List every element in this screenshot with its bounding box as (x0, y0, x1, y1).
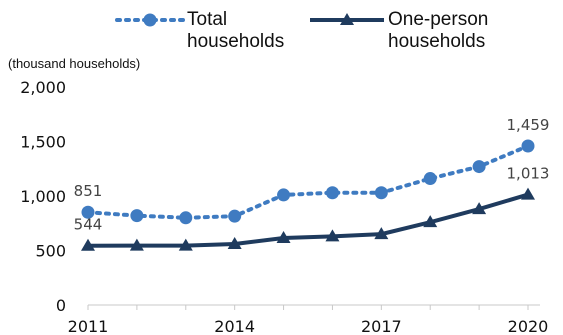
data-label-layer: 851 1,459 544 1,013 (74, 116, 550, 234)
data-point-total-households (277, 188, 291, 202)
y-tick-label: 1,500 (20, 133, 66, 152)
legend-one-person-label-line2: households (388, 31, 485, 52)
x-tick-label: 2020 (508, 317, 549, 335)
x-axis-tick-labels: 2011 2014 2017 2020 (68, 317, 549, 335)
data-point-one-person-households (374, 227, 389, 240)
data-point-total-households (81, 205, 95, 219)
x-tick-label: 2011 (68, 317, 109, 335)
data-point-one-person-households (325, 229, 340, 242)
legend-total-households: Total households (115, 9, 284, 52)
data-point-total-households (130, 209, 144, 223)
legend-one-person-swatch-marker (340, 13, 354, 25)
y-axis-unit-label: (thousand households) (8, 56, 140, 71)
data-point-one-person-households (472, 202, 487, 215)
y-tick-label: 500 (35, 242, 66, 261)
data-label-one-person-households: 544 (74, 216, 103, 234)
y-tick-label: 1,000 (20, 187, 66, 206)
data-point-one-person-households (178, 238, 193, 251)
data-point-total-households (179, 211, 193, 225)
series-layer (81, 139, 535, 251)
series-line-total-households (86, 143, 530, 220)
legend-total-label-line1: Total (187, 9, 227, 30)
data-label-one-person-households: 1,013 (507, 165, 550, 183)
data-point-one-person-households (521, 187, 535, 200)
legend-total-label-line2: households (187, 31, 284, 52)
y-tick-label: 2,000 (20, 78, 66, 97)
data-point-total-households (521, 139, 535, 153)
x-axis-ticks (87, 305, 529, 310)
legend-total-swatch-marker (143, 13, 157, 27)
x-tick-label: 2014 (214, 317, 255, 335)
data-point-one-person-households (276, 230, 291, 243)
data-point-total-households (325, 186, 339, 200)
y-axis-tick-labels: 0 500 1,000 1,500 2,000 (20, 78, 66, 315)
x-tick-label: 2017 (361, 317, 402, 335)
series-line-one-person-households (87, 192, 529, 248)
data-label-total-households: 1,459 (507, 116, 550, 134)
data-point-one-person-households (129, 238, 144, 251)
data-point-one-person-households (81, 238, 95, 251)
data-point-total-households (374, 186, 388, 200)
data-point-one-person-households (227, 236, 242, 249)
y-tick-label: 0 (56, 296, 66, 315)
data-point-total-households (423, 172, 437, 186)
data-point-total-households (228, 209, 242, 223)
legend-one-person-label-line1: One-person (388, 9, 488, 30)
legend-one-person-households: One-person households (310, 9, 488, 52)
data-label-total-households: 851 (74, 182, 103, 200)
data-point-total-households (472, 160, 486, 174)
data-point-one-person-households (423, 215, 438, 228)
